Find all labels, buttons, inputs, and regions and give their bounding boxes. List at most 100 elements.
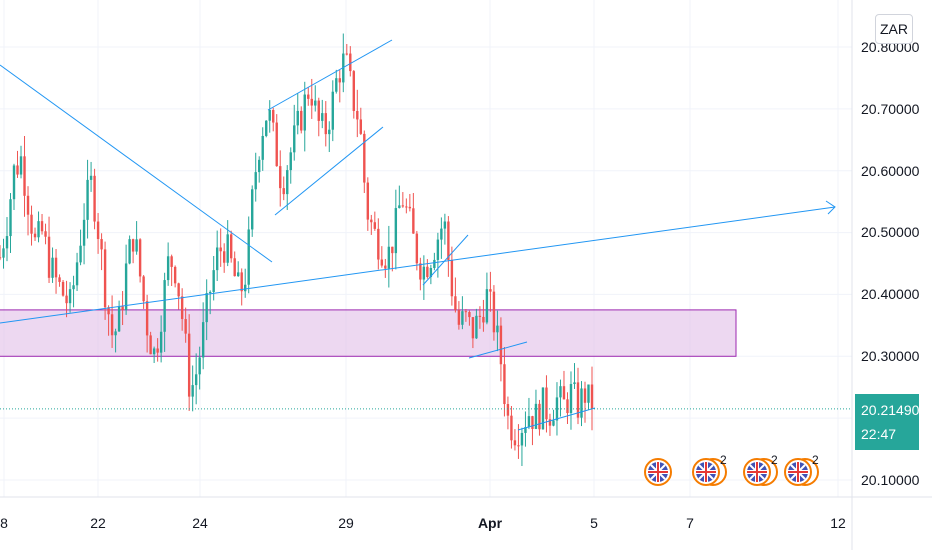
candle — [573, 363, 576, 389]
candle — [251, 185, 254, 237]
candle — [331, 80, 334, 142]
candle — [33, 227, 37, 241]
candle — [356, 89, 359, 138]
wedge-support-line[interactable] — [517, 407, 596, 431]
candle — [275, 114, 278, 167]
candle — [513, 429, 517, 451]
candle — [58, 274, 61, 287]
candle — [398, 185, 401, 209]
flag-line[interactable] — [422, 234, 469, 286]
time-axis-label: 22 — [90, 515, 106, 531]
candle — [384, 258, 387, 278]
candle — [286, 165, 289, 210]
time-axis-label: 24 — [192, 515, 208, 531]
candle — [117, 300, 121, 332]
uk-flag-icon[interactable]: 2 — [743, 453, 778, 486]
candle — [180, 288, 184, 331]
candlestick-series — [0, 33, 594, 466]
price-axis-label: 20.10000 — [861, 472, 920, 488]
candle — [201, 302, 205, 370]
candle — [433, 252, 436, 271]
candle — [93, 168, 96, 230]
candle — [482, 299, 485, 332]
candle — [335, 69, 338, 94]
candle — [152, 346, 156, 363]
candle — [86, 159, 89, 239]
candle — [170, 254, 173, 286]
time-axis-label: 29 — [338, 515, 354, 531]
candle — [555, 382, 559, 436]
candle — [103, 241, 107, 320]
candle — [89, 161, 93, 192]
price-axis-label: 20.40000 — [861, 286, 920, 302]
candle — [373, 211, 377, 231]
candle — [562, 370, 566, 400]
candle — [534, 389, 538, 430]
candle — [184, 307, 187, 343]
support-zone-rectangle[interactable] — [0, 309, 737, 357]
time-axis-label: 8 — [0, 515, 8, 531]
candle — [363, 130, 366, 194]
candle — [328, 121, 331, 153]
candle — [229, 230, 233, 263]
candle — [419, 257, 422, 291]
candle — [258, 156, 261, 183]
candle — [345, 43, 348, 56]
candle — [527, 397, 531, 430]
candle — [166, 242, 170, 286]
economic-event-badges[interactable]: 2 2 2 — [644, 453, 819, 486]
flag-support-line[interactable] — [468, 341, 528, 359]
event-count: 2 — [720, 453, 727, 467]
candle — [156, 338, 159, 362]
candle — [391, 246, 394, 272]
candle — [296, 93, 299, 135]
uk-flag-icon[interactable] — [644, 458, 672, 486]
candle — [222, 243, 226, 273]
candle — [538, 399, 541, 436]
event-count: 2 — [771, 453, 778, 467]
candle — [510, 405, 513, 449]
channel-lower-line[interactable] — [274, 126, 384, 216]
candle — [440, 217, 443, 259]
currency-label[interactable]: ZAR — [875, 14, 913, 44]
candle — [426, 259, 429, 279]
price-axis-label: 20.60000 — [861, 163, 920, 179]
candle — [233, 251, 236, 277]
candle — [496, 310, 499, 352]
candle — [205, 279, 208, 341]
price-axis-label: 20.50000 — [861, 224, 920, 240]
candle — [408, 193, 412, 212]
candle — [587, 384, 590, 410]
candle — [44, 223, 47, 245]
descending-trendline[interactable] — [0, 64, 273, 263]
candle — [429, 264, 433, 285]
candle — [40, 213, 44, 235]
candle — [187, 314, 191, 411]
candle — [531, 415, 534, 446]
candle — [254, 152, 257, 202]
candle — [268, 100, 271, 133]
candle — [293, 104, 296, 161]
uk-flag-icon[interactable]: 2 — [784, 453, 819, 486]
candle — [247, 216, 250, 294]
channel-upper-line[interactable] — [267, 39, 393, 111]
candle — [215, 230, 219, 282]
candle — [128, 235, 131, 265]
bar-countdown: 22:47 — [861, 426, 897, 442]
candle — [110, 295, 114, 348]
time-axis-label: Apr — [478, 515, 503, 531]
trendline-drawings[interactable] — [0, 39, 836, 431]
candle — [54, 249, 58, 294]
candle — [503, 346, 506, 417]
candle — [2, 238, 5, 269]
price-axis-label: 20.70000 — [861, 101, 920, 117]
candle — [303, 81, 306, 152]
candle — [244, 268, 247, 298]
ascending-trendline[interactable] — [0, 206, 836, 324]
candle — [338, 70, 341, 103]
uk-flag-icon[interactable]: 2 — [692, 453, 727, 486]
candle — [237, 261, 240, 277]
candle — [65, 280, 68, 318]
arrow-head-icon — [825, 200, 836, 215]
